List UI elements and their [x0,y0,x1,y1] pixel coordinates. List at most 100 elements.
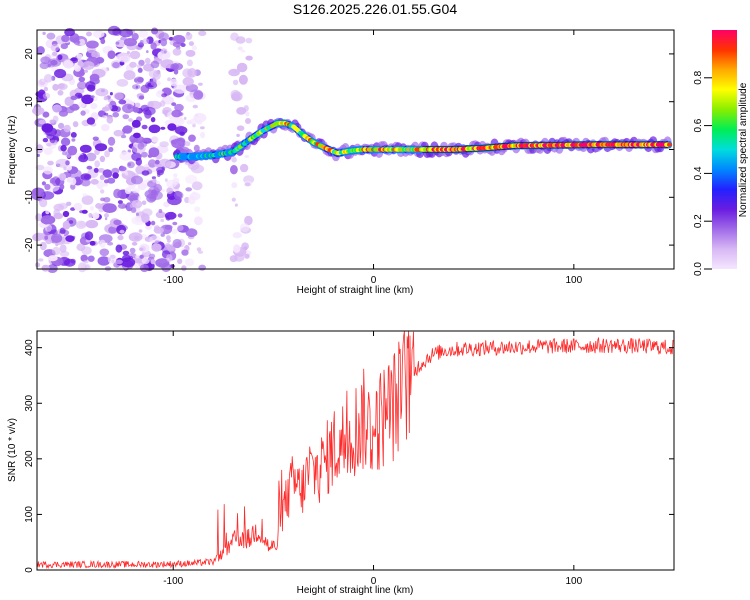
noise-speckle [184,196,190,204]
noise-speckle [181,249,189,256]
noise-speckle [185,84,198,92]
noise-speckle [99,174,105,181]
noise-speckle [137,142,145,150]
noise-speckle [181,265,187,272]
noise-speckle [81,61,95,70]
noise-speckle [88,213,93,218]
noise-speckle [232,79,239,86]
snr-y-ticks: 0 100 200 300 400 [24,339,674,573]
noise-speckle [86,165,93,170]
ridge-core [667,142,672,147]
noise-speckle [40,56,51,65]
noise-speckle [59,244,67,253]
noise-speckle [185,187,192,192]
noise-speckle [166,235,171,241]
noise-speckle [97,256,111,266]
noise-speckle [62,220,71,230]
noise-speckle [107,241,114,246]
colorbar-tick-label: 0.8 [693,70,704,84]
noise-speckle [70,183,76,190]
noise-speckle [152,178,157,183]
noise-speckle [140,151,148,158]
noise-speckle [43,166,53,175]
noise-speckle [184,141,191,147]
noise-speckle [121,128,129,133]
noise-speckle [71,138,76,142]
noise-speckle [157,90,163,95]
noise-speckle [86,152,97,162]
noise-speckle [176,137,186,146]
noise-speckle [164,178,168,182]
noise-speckle [81,246,92,255]
y-tick-label: 300 [24,394,35,411]
noise-speckle [35,213,42,222]
noise-speckle [42,111,50,118]
noise-speckle [166,187,174,194]
noise-speckle [239,163,249,173]
noise-speckle [77,40,81,44]
noise-speckle [78,154,89,163]
noise-speckle [194,206,201,213]
noise-speckle [196,247,202,252]
noise-speckle [107,50,116,59]
noise-speckle [35,262,41,268]
noise-speckle [53,212,64,220]
x-tick-label: -100 [163,275,183,286]
spectrogram-ridge [173,117,673,165]
noise-speckle [90,178,99,185]
noise-speckle [172,221,178,226]
noise-speckle [111,167,120,174]
noise-speckle [67,145,78,156]
colorbar-label: Normalized spectral amplitude [738,82,749,217]
noise-speckle [78,38,86,46]
noise-speckle [200,126,205,130]
noise-speckle [167,77,171,82]
noise-speckle [185,174,198,184]
noise-speckle [148,147,160,158]
noise-speckle [118,99,127,105]
noise-speckle [137,195,142,201]
noise-speckle [131,175,143,185]
noise-speckle [131,188,140,194]
noise-speckle [32,106,45,115]
noise-speckle [144,57,151,65]
snr-frame [36,330,675,571]
noise-speckle [161,93,168,98]
noise-speckle [115,52,130,63]
noise-speckle [159,100,166,107]
noise-speckle [153,184,163,193]
noise-speckle [87,255,95,262]
noise-speckle [157,172,161,177]
noise-speckle [119,28,133,38]
y-tick-label: 0 [24,146,35,152]
noise-speckle [186,120,193,125]
y-tick-label: 0 [24,567,35,573]
noise-speckle [80,110,86,116]
noise-speckle [48,255,58,262]
noise-speckle [165,243,171,248]
noise-speckle [188,195,196,205]
noise-speckle [173,173,178,178]
noise-speckle [86,40,99,49]
noise-speckle [155,258,170,268]
noise-speckle [89,240,96,246]
noise-speckle [70,258,76,264]
noise-speckle [155,211,166,219]
noise-speckle [47,160,54,166]
noise-speckle [151,27,159,35]
noise-speckle [240,49,246,53]
noise-speckle [72,121,79,128]
y-tick-label: 100 [24,506,35,523]
noise-speckle [115,41,120,45]
colorbar-ticks: 0.0 0.2 0.4 0.6 0.8 [693,70,712,276]
noise-speckle [83,69,89,73]
noise-speckle [35,144,44,154]
noise-speckle [45,210,50,215]
colorbar: 0.0 0.2 0.4 0.6 0.8 Normalized spectral ampl… [693,30,749,276]
noise-speckle [120,134,127,139]
noise-speckle [187,242,192,246]
noise-speckle [230,32,239,41]
noise-speckle [139,264,149,273]
noise-speckle [77,81,87,90]
noise-speckle [68,220,74,224]
